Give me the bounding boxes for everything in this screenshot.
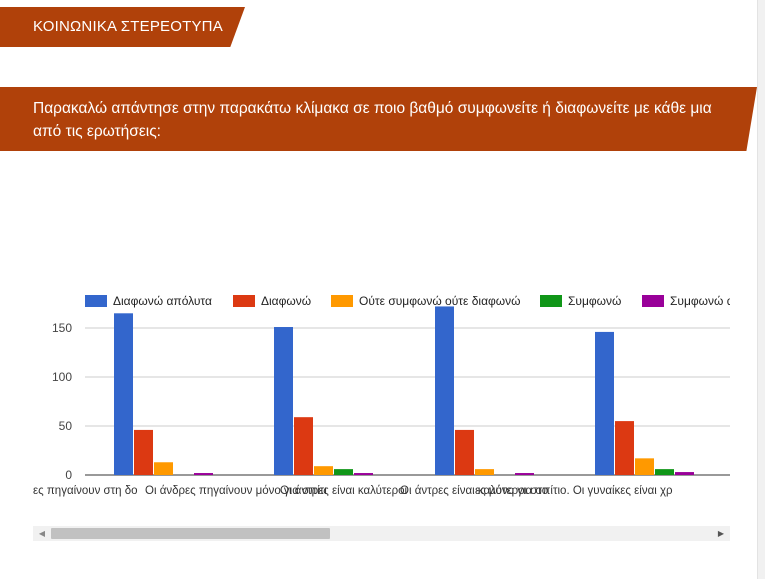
section-header-banner: ΚΟΙΝΩΝΙΚΑ ΣΤΕΡΕΟΤΥΠΑ bbox=[0, 7, 245, 47]
bar bbox=[635, 458, 654, 475]
x-tick-label: ες μόνο για σπίτιο. Οι γυναίκες είναι χρ bbox=[475, 485, 673, 497]
bar bbox=[435, 306, 454, 475]
legend-swatch bbox=[540, 295, 562, 307]
page-scrollbar-strip[interactable] bbox=[757, 0, 765, 579]
question-description-banner: Παρακαλώ απάντησε στην παρακάτω κλίμακα … bbox=[0, 87, 757, 151]
scroll-left-arrow-icon[interactable]: ◀ bbox=[38, 529, 46, 538]
chart-scrollbar-thumb[interactable] bbox=[51, 528, 330, 539]
bar bbox=[194, 473, 213, 475]
responses-bar-chart: 0 50 100 150 Διαφωνώ απόλυτα Διαφωνώ Ούτε συμφ… bbox=[33, 294, 734, 497]
legend-label: Ούτε συμφωνώ ούτε διαφωνώ bbox=[359, 294, 521, 308]
legend-label: Συμφωνώ α bbox=[670, 294, 734, 308]
bar bbox=[455, 429, 474, 475]
x-tick-label: ες πηγαίνουν στη δο bbox=[33, 485, 138, 497]
legend-swatch bbox=[85, 295, 107, 307]
x-tick-label: Οι άντρες είναι καλύτεροι στο bbox=[400, 485, 548, 497]
bar bbox=[294, 417, 313, 475]
bar bbox=[675, 472, 694, 475]
bar bbox=[615, 421, 634, 475]
scroll-right-arrow-icon[interactable]: ▶ bbox=[717, 529, 725, 538]
bar bbox=[314, 466, 333, 475]
legend-label: Διαφωνώ απόλυτα bbox=[113, 294, 212, 308]
bar bbox=[595, 331, 614, 475]
bar bbox=[114, 313, 133, 475]
legend-label: Συμφωνώ bbox=[568, 294, 621, 308]
legend-swatch bbox=[233, 295, 255, 307]
bar bbox=[354, 473, 373, 475]
legend-swatch bbox=[642, 295, 664, 307]
bar bbox=[475, 469, 494, 475]
x-tick-label: Οι άντρες είναι καλύτεροι bbox=[280, 485, 408, 497]
question-description: Παρακαλώ απάντησε στην παρακάτω κλίμακα … bbox=[33, 100, 712, 140]
y-tick-label: 150 bbox=[52, 321, 72, 335]
bar bbox=[134, 429, 153, 475]
x-tick-label: Οι άνδρες πηγαίνουν μόνο για σπίτι bbox=[145, 485, 327, 497]
bar bbox=[515, 473, 534, 475]
bar bbox=[274, 327, 293, 475]
bar bbox=[154, 462, 173, 475]
bar bbox=[334, 469, 353, 475]
y-tick-label: 0 bbox=[65, 468, 72, 482]
bar bbox=[655, 469, 674, 475]
section-title: ΚΟΙΝΩΝΙΚΑ ΣΤΕΡΕΟΤΥΠΑ bbox=[33, 18, 223, 35]
legend-swatch bbox=[331, 295, 353, 307]
y-tick-label: 100 bbox=[52, 370, 72, 384]
legend-label: Διαφωνώ bbox=[261, 294, 311, 308]
y-tick-label: 50 bbox=[59, 419, 73, 433]
